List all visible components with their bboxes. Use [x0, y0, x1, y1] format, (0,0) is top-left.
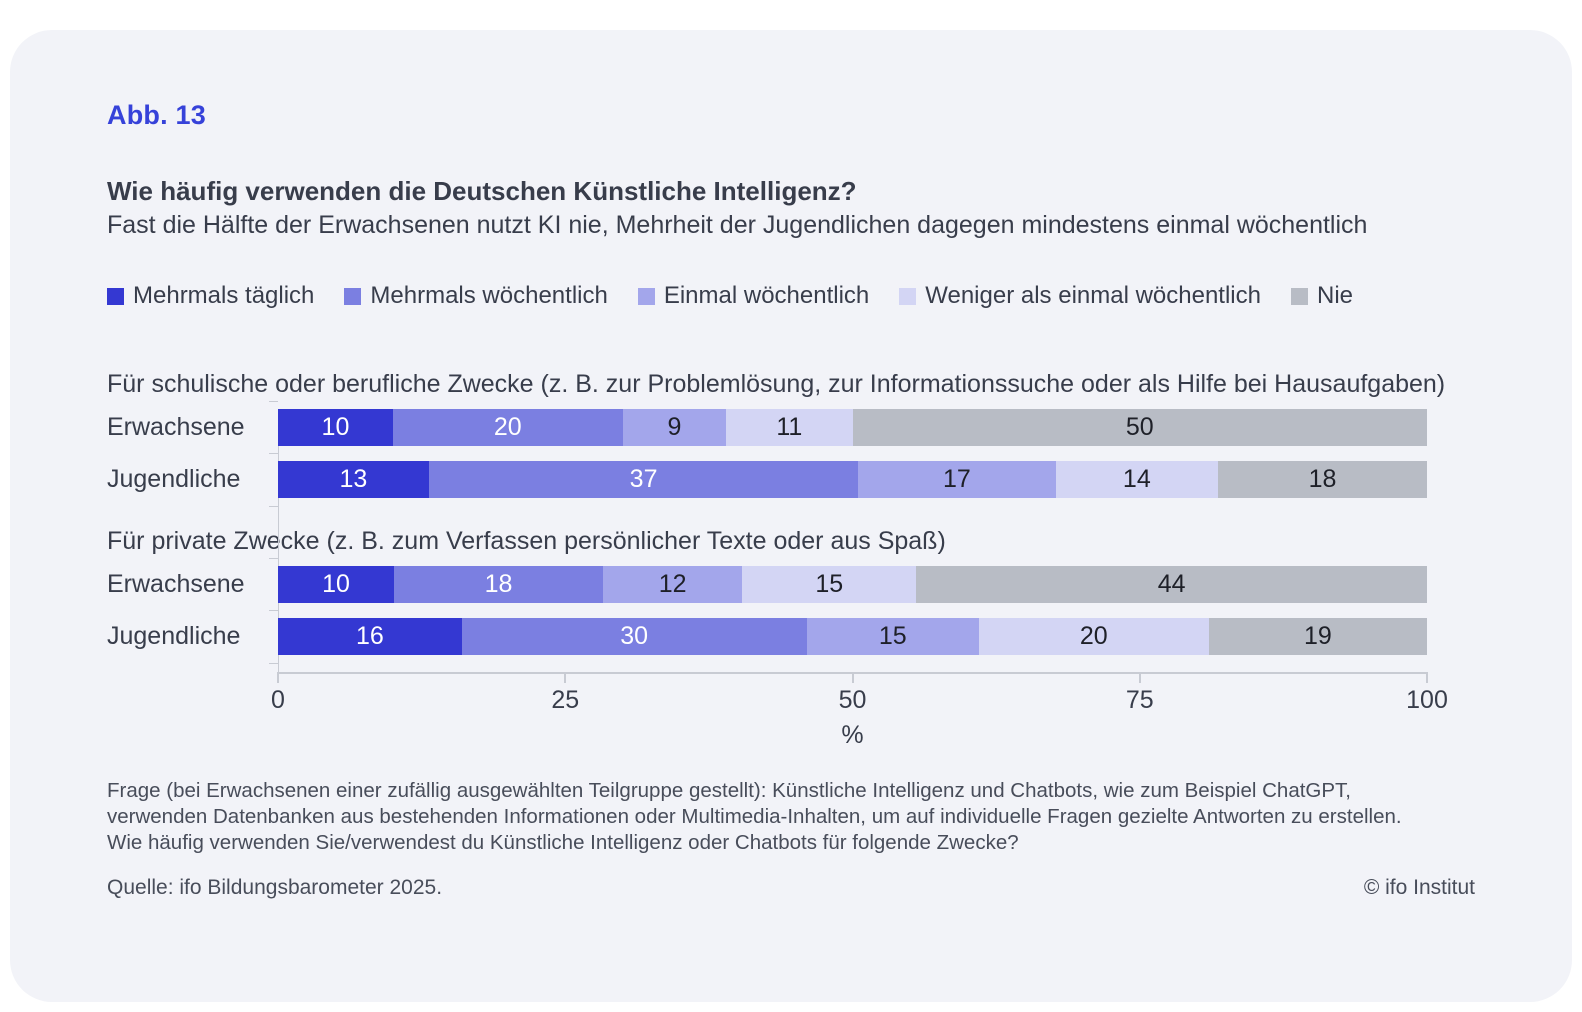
y-axis-line	[278, 416, 279, 672]
x-axis-tick	[277, 672, 279, 683]
source-row: Quelle: ifo Bildungsbarometer 2025. © if…	[107, 876, 1475, 900]
bar-segment: 37	[428, 461, 859, 498]
bar-segment: 14	[1055, 461, 1219, 498]
x-axis: % 0 25 50 75 100	[271, 672, 1448, 754]
bar-segment: 18	[394, 566, 603, 603]
x-axis-tick-label: 25	[551, 686, 580, 714]
bar-segment: 19	[1208, 618, 1427, 655]
bar-row: Jugendliche 16 30 15 20 19	[107, 610, 1475, 664]
legend-item: Mehrmals täglich	[107, 282, 314, 310]
bar-segment: 20	[978, 618, 1209, 655]
legend-item-label: Weniger als einmal wöchentlich	[925, 282, 1261, 309]
bar-segment: 12	[602, 566, 743, 603]
copyright-label: © ifo Institut	[1363, 876, 1475, 899]
chart-title: Wie häufig verwenden die Deutschen Künst…	[107, 176, 857, 206]
legend-swatch-icon	[344, 287, 362, 305]
row-label: Erwachsene	[107, 413, 245, 441]
bar-segment: 9	[622, 409, 727, 446]
legend-swatch-icon	[1290, 287, 1308, 305]
x-axis-tick	[1426, 672, 1428, 683]
x-axis-tick	[564, 672, 567, 683]
chart: Für schulische oder berufliche Zwecke (z…	[107, 367, 1475, 754]
legend-item: Nie	[1290, 282, 1353, 310]
plot-area: Erwachsene 10 20 9 11 50 Jugendliche 13 37 17 14 18…	[107, 401, 1475, 672]
bar-segment: 20	[392, 409, 623, 446]
bar-segment: 44	[916, 566, 1427, 603]
legend-item-label: Mehrmals wöchentlich	[370, 282, 608, 309]
legend: Mehrmals täglich Mehrmals wöchentlich Einm…	[107, 282, 1475, 310]
bar-segment: 16	[278, 618, 462, 655]
x-axis-tick-label: 75	[1125, 686, 1154, 714]
x-axis-tick-label: 50	[838, 686, 867, 714]
bar-segment: 18	[1218, 461, 1427, 498]
legend-item: Mehrmals wöchentlich	[344, 282, 608, 310]
x-axis-unit-label: %	[841, 721, 864, 749]
legend-swatch-icon	[899, 287, 917, 305]
figure-card: Abb. 13 Wie häufig verwenden die Deutsch…	[10, 30, 1572, 1002]
bar-segment: 50	[852, 409, 1427, 446]
x-axis-tick	[1138, 672, 1141, 683]
bar-segment: 15	[806, 618, 979, 655]
legend-item: Weniger als einmal wöchentlich	[899, 282, 1261, 310]
stacked-bar: 13 37 17 14 18	[278, 461, 1427, 498]
bar-segment: 11	[726, 409, 853, 446]
bar-segment: 15	[742, 566, 917, 603]
bar-row: Erwachsene 10 18 12 15 44	[107, 558, 1475, 603]
bar-segment: 30	[461, 618, 807, 655]
row-label: Jugendliche	[107, 622, 241, 650]
legend-item-label: Mehrmals täglich	[133, 282, 315, 309]
group-title: Für schulische oder berufliche Zwecke (z…	[107, 370, 1446, 398]
row-label: Erwachsene	[107, 570, 245, 598]
figure-number: Abb. 13	[107, 100, 206, 130]
stacked-bar: 10 18 12 15 44	[278, 566, 1427, 603]
bar-row: Erwachsene 10 20 9 11 50	[107, 401, 1475, 446]
legend-item-label: Einmal wöchentlich	[663, 282, 870, 309]
bar-segment: 13	[278, 461, 429, 498]
x-axis-tick	[851, 672, 854, 683]
legend-swatch-icon	[107, 287, 124, 305]
row-label: Jugendliche	[107, 465, 241, 493]
stacked-bar: 10 20 9 11 50	[278, 409, 1427, 446]
bar-segment: 10	[278, 409, 393, 446]
bar-segment: 10	[278, 566, 395, 603]
legend-item: Einmal wöchentlich	[637, 282, 870, 310]
source-label: Quelle: ifo Bildungsbarometer 2025.	[107, 876, 443, 899]
bar-row: Jugendliche 13 37 17 14 18	[107, 453, 1475, 507]
stacked-bar: 16 30 15 20 19	[278, 618, 1427, 655]
x-axis-tick-label: 0	[271, 686, 285, 714]
legend-item-label: Nie	[1316, 282, 1353, 309]
footnote: Frage (bei Erwachsenen einer zufällig au…	[107, 779, 1402, 854]
legend-swatch-icon	[637, 287, 655, 305]
group-title: Für private Zwecke (z. B. zum Verfassen …	[107, 527, 946, 555]
bar-segment: 17	[858, 461, 1056, 498]
chart-subtitle: Fast die Hälfte der Erwachsenen nutzt KI…	[107, 211, 1368, 239]
x-axis-tick-label: 100	[1406, 686, 1448, 714]
